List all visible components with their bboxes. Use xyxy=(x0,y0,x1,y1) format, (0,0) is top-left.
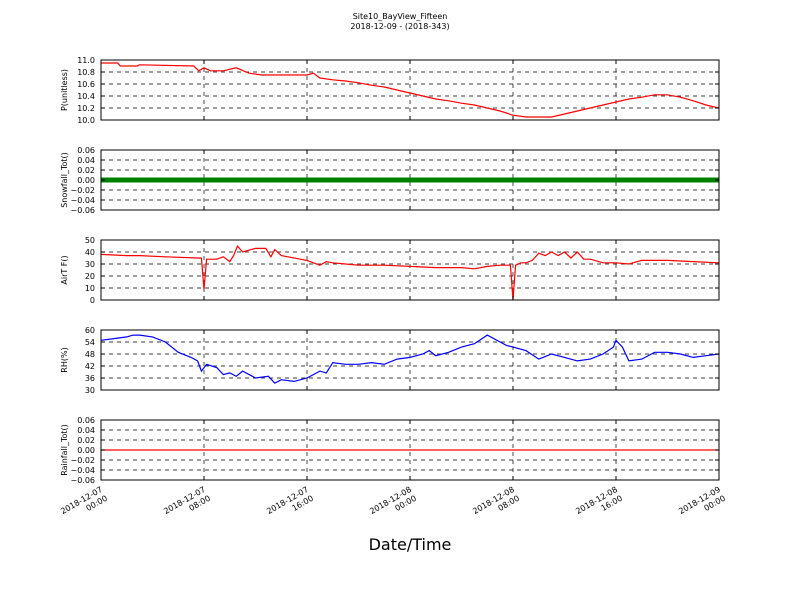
y-axis-label: RH(%) xyxy=(60,347,69,372)
y-tick-label: 10.4 xyxy=(77,92,95,101)
y-tick-label: 20 xyxy=(85,272,95,281)
x-axis-label: Date/Time xyxy=(369,535,452,554)
y-tick-label: 36 xyxy=(85,374,95,383)
y-tick-label: 10.2 xyxy=(77,104,95,113)
y-tick-label: 0.02 xyxy=(77,166,95,175)
chart-subtitle: 2018-12-09 - (2018-343) xyxy=(350,22,449,31)
y-tick-label: 0.02 xyxy=(77,436,95,445)
y-axis-label: P(unitless) xyxy=(60,69,69,111)
y-tick-label: 10 xyxy=(85,284,95,293)
y-tick-label: 40 xyxy=(85,248,95,257)
x-tick-label: 2018-12-0716:00 xyxy=(265,485,315,525)
y-tick-label: 0.06 xyxy=(77,416,95,425)
x-tick-label: 2018-12-0708:00 xyxy=(162,485,212,525)
y-tick-label: 0.00 xyxy=(77,446,95,455)
y-tick-label: 11.0 xyxy=(77,56,95,65)
x-tick-label: 2018-12-0816:00 xyxy=(574,485,624,525)
x-tick-label: 2018-12-0900:00 xyxy=(677,485,727,525)
series-line xyxy=(101,62,720,118)
y-tick-label: 0.00 xyxy=(77,176,95,185)
y-tick-label: 0.06 xyxy=(77,146,95,155)
y-tick-label: −0.04 xyxy=(70,466,95,475)
panel-3: 0 10 20 30 40 50 AirT F() xyxy=(60,236,720,305)
y-tick-label: 50 xyxy=(85,236,95,245)
y-axis-label: Rainfall_Tot() xyxy=(60,424,69,476)
panel-5: −0.06−0.04−0.020.000.020.040.06 Rainfall_… xyxy=(60,416,720,485)
chart-title: Site10_BayView_Fifteen xyxy=(353,12,448,21)
y-tick-label: −0.06 xyxy=(70,206,95,215)
series-line xyxy=(100,244,720,301)
y-axis-label: AirT F() xyxy=(60,255,69,284)
x-axis-labels: 2018-12-0700:00 2018-12-0708:00 2018-12-07… xyxy=(59,485,727,525)
y-tick-label: 30 xyxy=(85,386,95,395)
y-axis-label: Snowfall_Tot() xyxy=(60,152,69,208)
y-tick-label: 48 xyxy=(85,350,95,359)
y-tick-label: 54 xyxy=(85,338,95,347)
panel-2: −0.06−0.04−0.020.000.020.040.06 Snowfall_… xyxy=(60,146,720,215)
panels-group: 10.0 10.2 10.4 10.6 10.8 11.0 P(unitless) −0.06… xyxy=(60,56,720,485)
y-tick-label: −0.04 xyxy=(70,196,95,205)
x-tick-label: 2018-12-0800:00 xyxy=(368,485,418,525)
panel-4: 30 36 42 48 54 60 RH(%) xyxy=(60,326,720,395)
x-tick-label: 2018-12-0808:00 xyxy=(471,485,521,525)
y-tick-label: −0.02 xyxy=(70,456,95,465)
panel-1: 10.0 10.2 10.4 10.6 10.8 11.0 P(unitless) xyxy=(60,56,720,125)
y-tick-label: 60 xyxy=(85,326,95,335)
y-tick-label: 0.04 xyxy=(77,156,95,165)
y-tick-label: 30 xyxy=(85,260,95,269)
y-tick-label: −0.02 xyxy=(70,186,95,195)
series-line xyxy=(100,334,720,384)
y-tick-label: 10.8 xyxy=(77,68,95,77)
y-tick-label: 10.6 xyxy=(77,80,95,89)
y-tick-label: 0 xyxy=(90,296,95,305)
x-tick-label: 2018-12-0700:00 xyxy=(59,485,109,525)
y-tick-label: 42 xyxy=(85,362,95,371)
y-tick-label: 0.04 xyxy=(77,426,95,435)
y-tick-label: 10.0 xyxy=(77,116,95,125)
y-tick-label: −0.06 xyxy=(70,476,95,485)
